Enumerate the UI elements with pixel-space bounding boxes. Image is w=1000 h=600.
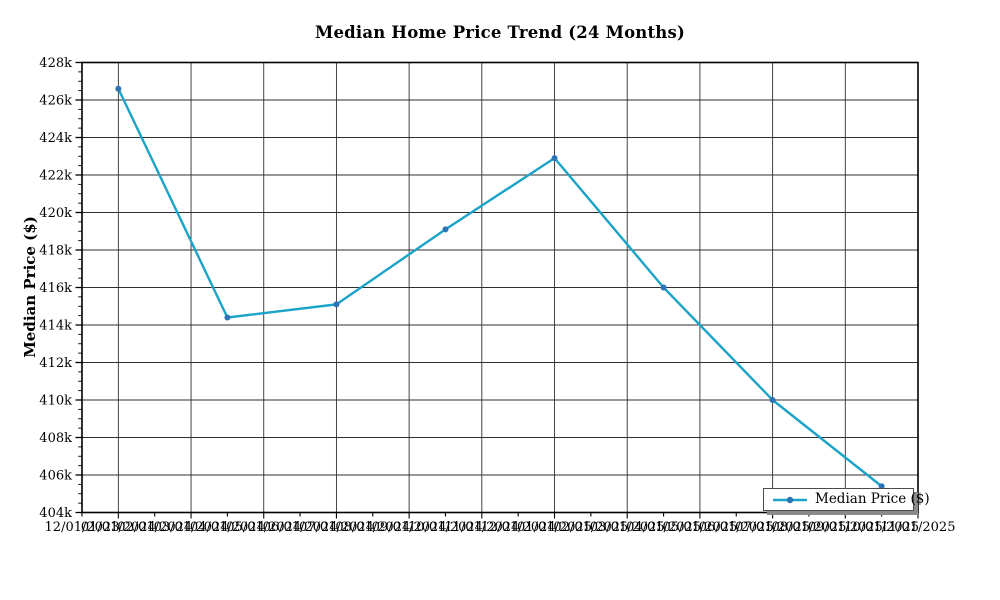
x-tick-label: 03/01/2025 — [590, 520, 665, 535]
y-tick-label: 412k — [39, 356, 72, 371]
x-tick-label: 02/01/2024 — [117, 520, 192, 535]
data-point-marker — [442, 226, 449, 233]
y-tick-label: 408k — [39, 431, 72, 446]
y-tick-label: 406k — [39, 469, 72, 484]
x-tick-label: 08/01/2024 — [335, 520, 410, 535]
x-tick-label: 08/01/2025 — [771, 520, 846, 535]
x-tick-label: 03/01/2024 — [154, 520, 229, 535]
x-tick-label: 09/01/2025 — [808, 520, 883, 535]
data-point-marker — [333, 301, 340, 308]
x-tick-label: 12/01/2024 — [481, 520, 556, 535]
x-tick-label: 11/01/2024 — [444, 520, 519, 535]
x-tick-label: 12/01/2023 — [45, 520, 120, 535]
y-tick-label: 422k — [39, 169, 72, 184]
y-tick-label: 426k — [39, 94, 72, 109]
x-tick-label: 04/01/2025 — [626, 520, 701, 535]
x-tick-label: 06/01/2024 — [263, 520, 338, 535]
data-point-marker — [115, 85, 122, 92]
y-tick-label: 414k — [39, 319, 72, 334]
y-tick-label: 418k — [39, 244, 72, 259]
x-tick-label: 05/01/2025 — [662, 520, 737, 535]
y-tick-label: 424k — [39, 131, 72, 146]
x-tick-label: 10/01/2025 — [844, 520, 919, 535]
x-tick-label: 01/01/2024 — [81, 520, 156, 535]
data-point-marker — [551, 155, 558, 162]
x-tick-label: 06/01/2025 — [699, 520, 774, 535]
y-tick-label: 420k — [39, 206, 72, 221]
chart-title: Median Home Price Trend (24 Months) — [315, 23, 685, 42]
x-tick-label: 09/01/2024 — [372, 520, 447, 535]
legend-line-marker-icon — [773, 496, 807, 503]
x-tick-label: 05/01/2024 — [226, 520, 301, 535]
legend-label: Median Price ($) — [815, 490, 930, 507]
price-line — [117, 88, 883, 488]
data-point-marker — [660, 284, 667, 291]
x-tick-label: 04/01/2024 — [190, 520, 265, 535]
axes-frame — [81, 61, 919, 514]
y-tick-label: 416k — [39, 281, 72, 296]
data-point-marker — [224, 314, 231, 321]
x-tick-label: 10/01/2024 — [408, 520, 483, 535]
x-tick-label: 11/01/2025 — [881, 520, 956, 535]
y-tick-label: 404k — [39, 506, 72, 521]
x-tick-label: 02/01/2025 — [553, 520, 628, 535]
x-tick-label: 07/01/2025 — [735, 520, 810, 535]
x-tick-label: 01/01/2025 — [517, 520, 592, 535]
data-point-marker — [878, 483, 885, 490]
x-tick-label: 07/01/2024 — [299, 520, 374, 535]
y-tick-label: 410k — [39, 394, 72, 409]
legend: Median Price ($) — [763, 488, 930, 511]
data-point-marker — [769, 397, 776, 403]
y-tick-label: 428k — [39, 56, 72, 71]
